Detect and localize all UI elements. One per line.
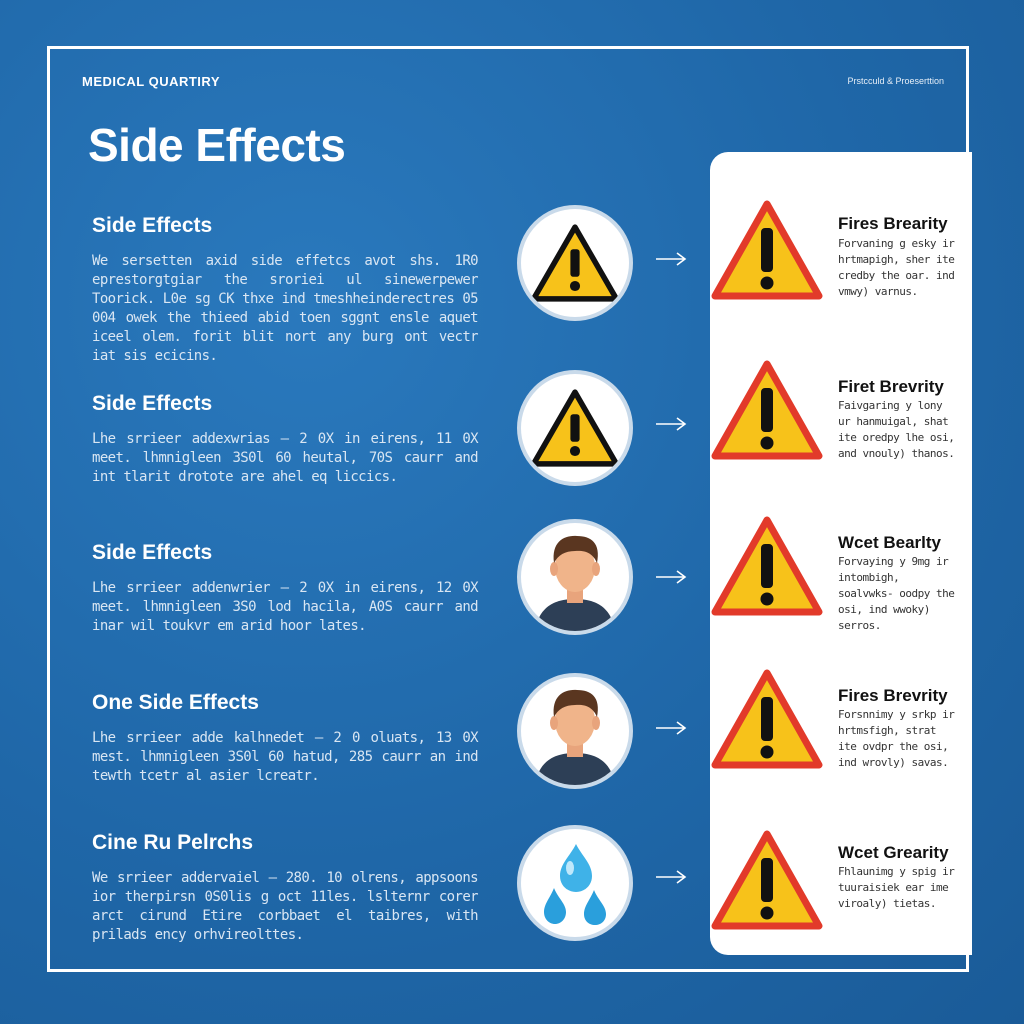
section-text: We srrieer addervaiel – 280. 10 olrens, … bbox=[92, 870, 479, 943]
section-3: Side Effects Lhe srrieer addenwrier – 2 … bbox=[92, 541, 479, 636]
page-title: Side Effects bbox=[88, 119, 346, 171]
arrow-right-icon bbox=[656, 721, 687, 735]
card-text: Forsnnimy y srkp ir hrtmsfigh, strat ite… bbox=[838, 708, 955, 769]
circle-icon-4 bbox=[517, 673, 633, 789]
person-icon bbox=[535, 535, 615, 631]
section-2: Side Effects Lhe srrieer addexwrias – 2 … bbox=[92, 392, 479, 487]
warning-sign-icon bbox=[711, 669, 823, 769]
top-right-caption: Prstcculd & Proeserttion bbox=[847, 76, 944, 86]
warning-icon bbox=[530, 389, 620, 467]
arrow-right-icon bbox=[656, 417, 687, 431]
circle-icon-3 bbox=[517, 519, 633, 635]
person-icon bbox=[535, 689, 615, 785]
section-text: Lhe srrieer adde kalhnedet – 2 0 oluats,… bbox=[92, 730, 479, 784]
section-5: Cine Ru Pelrchs We srrieer addervaiel – … bbox=[92, 831, 479, 945]
card-text: Forvaning g esky ir hrtmapigh, sher ite … bbox=[838, 237, 955, 298]
brand-label: MEDICAL QUARTIRY bbox=[82, 74, 220, 89]
section-title: Side Effects bbox=[92, 392, 213, 415]
section-text: We sersetten axid side effetcs avot shs.… bbox=[92, 253, 479, 364]
circle-icon-5 bbox=[517, 825, 633, 941]
section-title: One Side Effects bbox=[92, 691, 259, 714]
section-text: Lhe srrieer addexwrias – 2 0X in eirens,… bbox=[92, 431, 479, 485]
card-text: Forvaying y 9mg ir intombigh, soalvwks- … bbox=[838, 555, 955, 632]
warning-sign-icon bbox=[711, 200, 823, 300]
card-title: Fires Brearity bbox=[838, 214, 948, 233]
arrow-right-icon bbox=[656, 252, 687, 266]
card-text: Fhlaunimg y spig ir tuuraisiek ear ime v… bbox=[838, 865, 955, 910]
water-drop-icon bbox=[544, 844, 606, 925]
warning-sign-icon bbox=[711, 830, 823, 930]
card-title: Firet Brevrity bbox=[838, 377, 944, 396]
circle-icon-2 bbox=[517, 370, 633, 486]
card-title: Wcet Bearlty bbox=[838, 533, 941, 552]
arrow-right-icon bbox=[656, 570, 687, 584]
warning-sign-icon bbox=[711, 516, 823, 616]
card-title: Wcet Grearity bbox=[838, 843, 949, 862]
arrow-right-icon bbox=[656, 870, 687, 884]
circle-icon-1 bbox=[517, 205, 633, 321]
warning-icon bbox=[530, 224, 620, 302]
section-4: One Side Effects Lhe srrieer adde kalhne… bbox=[92, 691, 479, 786]
section-text: Lhe srrieer addenwrier – 2 0X in eirens,… bbox=[92, 580, 479, 634]
card-text: Faivgaring y lony ur hanmuigal, shat ite… bbox=[838, 399, 955, 460]
section-1: Side Effects We sersetten axid side effe… bbox=[92, 214, 479, 366]
section-title: Side Effects bbox=[92, 541, 213, 564]
section-title: Side Effects bbox=[92, 214, 213, 237]
section-title: Cine Ru Pelrchs bbox=[92, 831, 254, 854]
warning-sign-icon bbox=[711, 360, 823, 460]
card-title: Fires Brevrity bbox=[838, 686, 948, 705]
